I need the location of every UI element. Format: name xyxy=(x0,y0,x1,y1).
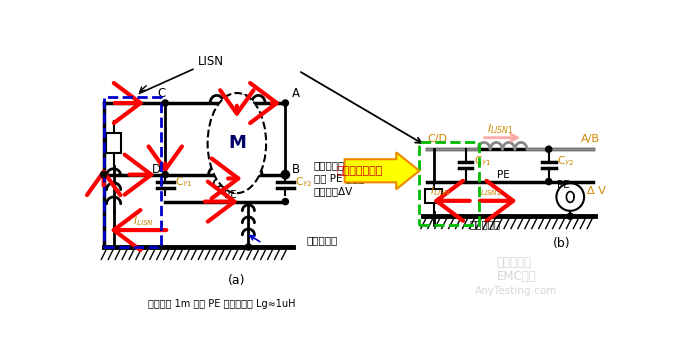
Text: 共模等效电路图: 共模等效电路图 xyxy=(337,166,384,176)
Text: C: C xyxy=(157,87,165,100)
Text: C$_{Y2}$: C$_{Y2}$ xyxy=(557,154,575,168)
Bar xyxy=(103,97,161,247)
Circle shape xyxy=(282,198,288,205)
Text: (a): (a) xyxy=(228,274,245,287)
Text: EMC密码: EMC密码 xyxy=(496,270,537,283)
Text: LISN: LISN xyxy=(139,54,224,93)
Text: C$_{Y1}$: C$_{Y1}$ xyxy=(474,154,492,168)
Text: A/B: A/B xyxy=(581,134,600,144)
Circle shape xyxy=(545,179,551,185)
Text: AnyTesting.com: AnyTesting.com xyxy=(475,286,558,296)
Text: $I_{LISN}$: $I_{LISN}$ xyxy=(133,214,154,228)
Text: C/D: C/D xyxy=(427,134,447,144)
Text: PE: PE xyxy=(497,170,510,180)
Circle shape xyxy=(282,100,288,106)
Circle shape xyxy=(282,171,288,178)
Text: 参考接地板: 参考接地板 xyxy=(306,235,337,245)
Text: 产品约为 1m 长的 PE 线寄生电感 Lg≈1uH: 产品约为 1m 长的 PE 线寄生电感 Lg≈1uH xyxy=(148,299,295,309)
Text: C$_{Y1}$: C$_{Y1}$ xyxy=(175,175,193,189)
Circle shape xyxy=(162,100,169,106)
Circle shape xyxy=(162,171,169,178)
Bar xyxy=(106,133,121,153)
Text: PE: PE xyxy=(557,180,570,190)
Bar xyxy=(426,189,443,203)
Text: 嘉岭检测网: 嘉岭检测网 xyxy=(496,256,532,269)
Text: $I_{LISN}$: $I_{LISN}$ xyxy=(430,185,452,198)
Text: (b): (b) xyxy=(553,237,571,250)
FancyArrow shape xyxy=(345,152,420,189)
Circle shape xyxy=(245,244,252,250)
Text: A: A xyxy=(292,87,299,100)
Bar xyxy=(420,141,479,225)
Text: 参考接地板: 参考接地板 xyxy=(469,219,500,229)
Text: $I_{LISN2}$: $I_{LISN2}$ xyxy=(477,185,503,198)
Circle shape xyxy=(567,213,573,219)
Circle shape xyxy=(545,146,551,152)
Text: C$_{Y2}$: C$_{Y2}$ xyxy=(295,175,313,189)
Text: $I_{LISN1}$: $I_{LISN1}$ xyxy=(487,122,514,136)
Text: 生的压降ΔV: 生的压降ΔV xyxy=(314,187,353,197)
Ellipse shape xyxy=(207,93,266,193)
Circle shape xyxy=(101,171,107,178)
Text: B: B xyxy=(292,163,300,176)
Text: D: D xyxy=(152,163,160,176)
Text: M: M xyxy=(228,134,245,152)
Text: Δ V: Δ V xyxy=(588,186,606,196)
Text: 流过 PE 线时产: 流过 PE 线时产 xyxy=(314,174,364,184)
Text: 共模骚扰电流: 共模骚扰电流 xyxy=(314,160,352,170)
Text: PE: PE xyxy=(224,190,237,200)
